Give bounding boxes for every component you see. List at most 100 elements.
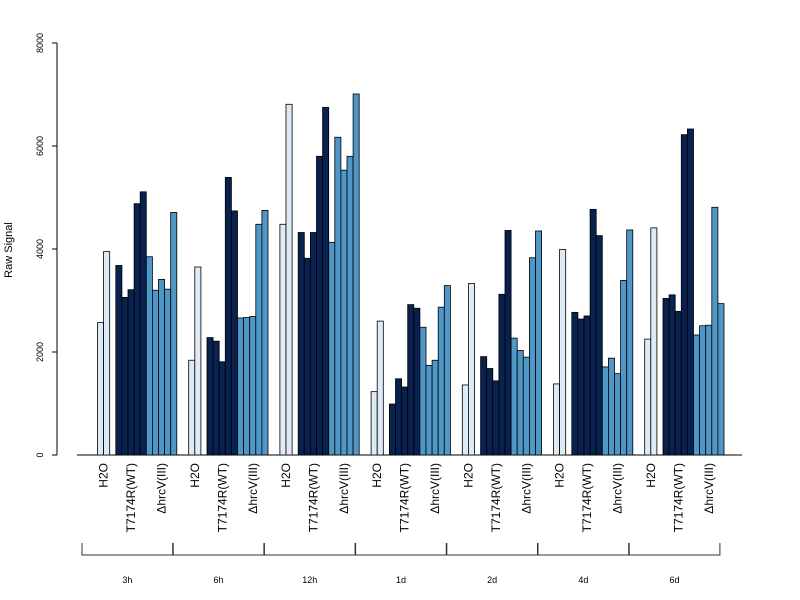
- bar: [97, 322, 104, 456]
- bar: [212, 340, 220, 456]
- bar: [279, 223, 287, 456]
- bar: [127, 289, 135, 456]
- category-label: H2O: [188, 463, 202, 488]
- group-bracket: [355, 543, 447, 556]
- bar: [431, 359, 439, 456]
- group-bracket: [263, 543, 356, 556]
- bar: [218, 361, 226, 456]
- bar: [693, 334, 700, 456]
- category-label: ΔhrcV(III): [155, 463, 169, 514]
- y-axis: 0 2000 4000 6000 8000: [35, 33, 58, 458]
- bar: [158, 278, 165, 456]
- bar: [529, 257, 536, 456]
- group-bracket: [81, 543, 174, 556]
- y-tick-label: 0: [35, 452, 45, 457]
- bar: [388, 403, 396, 456]
- y-axis-title: Raw Signal: [3, 222, 15, 278]
- category-label: H2O: [279, 463, 293, 488]
- bar: [583, 315, 591, 456]
- category-label: ΔhrcV(III): [611, 463, 625, 514]
- bar: [559, 249, 567, 456]
- category-label: H2O: [370, 463, 384, 488]
- bar: [668, 294, 676, 456]
- bar: [334, 136, 342, 456]
- bar: [650, 227, 658, 456]
- category-label: H2O: [644, 463, 658, 488]
- group-label: 4d: [578, 575, 588, 585]
- bar: [486, 368, 494, 456]
- bar: [535, 230, 542, 456]
- bar: [309, 232, 317, 456]
- category-label: ΔhrcV(III): [428, 463, 442, 514]
- bar: [522, 356, 530, 456]
- category-labels: H2O T7174R(WT) ΔhrcV(III) H2O T7174R(WT) Δhrc…: [97, 463, 716, 532]
- bar: [516, 350, 524, 456]
- category-label: T7174R(WT): [398, 463, 412, 532]
- bar: [224, 177, 232, 456]
- bar: [139, 191, 147, 456]
- bar: [151, 289, 159, 456]
- group-label: 1d: [396, 575, 406, 585]
- category-label: H2O: [553, 463, 567, 488]
- bar: [687, 128, 694, 456]
- bar: [285, 103, 293, 456]
- group-label: 6d: [670, 575, 680, 585]
- group-label: 2d: [487, 575, 497, 585]
- category-label: T7174R(WT): [580, 463, 594, 532]
- bar: [206, 337, 214, 456]
- bar: [680, 134, 688, 456]
- bar: [510, 337, 518, 456]
- bar: [376, 320, 384, 456]
- bar: [480, 356, 488, 456]
- bar: [467, 283, 475, 456]
- bar: [492, 380, 500, 456]
- bar: [352, 93, 360, 456]
- bar: [346, 155, 354, 456]
- group-label: 3h: [122, 575, 132, 585]
- category-label: T7174R(WT): [671, 463, 685, 532]
- bar: [370, 391, 378, 456]
- bar: [699, 325, 707, 456]
- bar: [188, 359, 196, 456]
- bar: [577, 318, 585, 456]
- bar: [328, 241, 336, 456]
- bar: [316, 155, 323, 456]
- group-label: 12h: [302, 575, 317, 585]
- group-bracket: [628, 543, 721, 556]
- bar: [662, 298, 670, 456]
- bar: [407, 304, 415, 456]
- bar: [461, 384, 469, 456]
- bar: [437, 306, 445, 456]
- bar: [413, 307, 421, 456]
- bar: [249, 316, 257, 456]
- bar: [601, 366, 609, 456]
- bar: [261, 209, 269, 456]
- bar: [717, 303, 725, 456]
- group-bracket: [537, 543, 630, 556]
- category-label: ΔhrcV(III): [519, 463, 533, 514]
- group-label: 6h: [214, 575, 224, 585]
- bar: [711, 206, 719, 456]
- y-tick-label: 2000: [35, 342, 45, 362]
- category-label: H2O: [461, 463, 475, 488]
- bar: [419, 326, 427, 456]
- bar: [571, 311, 579, 456]
- y-tick-label: 6000: [35, 136, 45, 156]
- bar: [103, 251, 111, 456]
- bar: [705, 324, 713, 456]
- category-label: ΔhrcV(III): [337, 463, 351, 514]
- bar: [230, 210, 238, 456]
- bar: [620, 280, 628, 456]
- y-tick-label: 8000: [35, 33, 45, 53]
- bar: [303, 257, 311, 456]
- bar: [194, 266, 202, 456]
- bar: [498, 293, 506, 456]
- bar: [297, 232, 305, 456]
- bar: [553, 383, 560, 456]
- category-label: T7174R(WT): [489, 463, 503, 532]
- bar: [443, 285, 451, 456]
- bar: [340, 169, 348, 456]
- bar: [608, 357, 615, 456]
- bar: [425, 364, 433, 456]
